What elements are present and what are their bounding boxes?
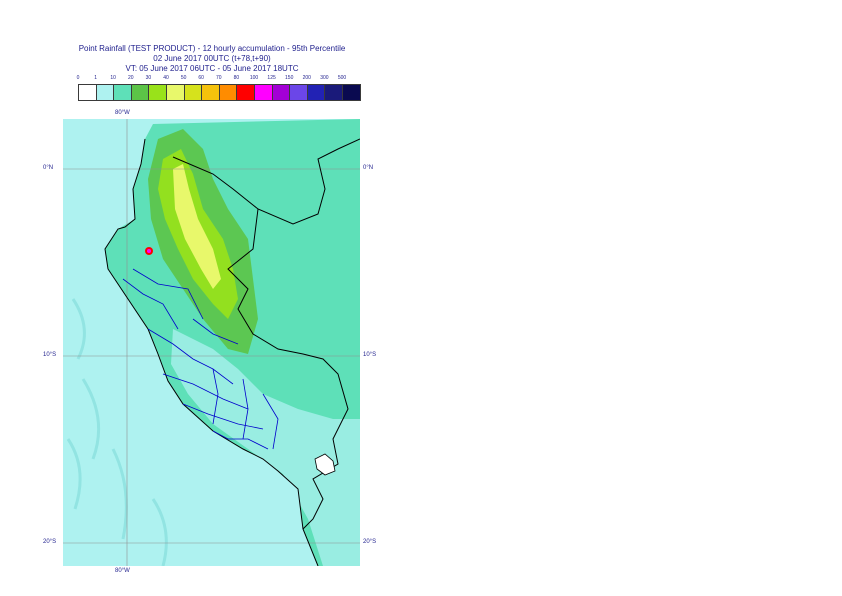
legend-swatch bbox=[254, 84, 273, 101]
lat-label-right-0: 0°N bbox=[363, 165, 374, 171]
legend-tick-label: 60 bbox=[198, 75, 204, 81]
rain-extreme-core bbox=[147, 249, 151, 253]
legend-swatch bbox=[183, 84, 203, 101]
legend-swatch bbox=[271, 84, 291, 101]
legend-tick-label: 200 bbox=[302, 75, 311, 81]
legend-tick-label: 50 bbox=[180, 75, 187, 81]
legend-swatch bbox=[236, 84, 255, 101]
lon-label-bottom: 80°W bbox=[115, 568, 130, 574]
map-title-line2: 02 June 2017 00UTC (t+78,t+90) bbox=[153, 54, 271, 63]
legend-swatch bbox=[78, 84, 97, 101]
lat-label-left-20: 20°S bbox=[43, 539, 57, 545]
legend-swatch bbox=[324, 84, 343, 101]
lat-label-left-10: 10°S bbox=[43, 352, 57, 358]
lake-titicaca bbox=[314, 453, 336, 476]
map-title-line3: VT: 05 June 2017 06UTC - 05 June 2017 18… bbox=[125, 64, 299, 73]
legend-tick-label: 80 bbox=[233, 75, 240, 81]
country-border-north bbox=[172, 138, 360, 225]
legend-swatch bbox=[148, 84, 167, 101]
legend-tick-label: 0 bbox=[76, 75, 80, 81]
legend-swatch bbox=[342, 84, 361, 101]
legend-tick-label: 10 bbox=[110, 75, 116, 81]
legend-tick-label: 125 bbox=[267, 75, 276, 81]
legend-swatch bbox=[289, 84, 308, 101]
legend-swatch bbox=[166, 84, 185, 101]
legend-swatch bbox=[130, 84, 150, 101]
legend-tick-label: 1 bbox=[94, 75, 97, 81]
legend-tick-label: 30 bbox=[145, 75, 152, 81]
legend-swatch bbox=[218, 84, 238, 101]
lat-label-right-10: 10°S bbox=[363, 352, 377, 358]
legend-swatch bbox=[306, 84, 326, 101]
lat-label-left-0: 0°N bbox=[43, 165, 54, 171]
rainfall-map: 80°W 80°W 0°N 10°S 20°S 0°N 10°S 20°S bbox=[43, 110, 376, 574]
country-border-east bbox=[227, 208, 349, 530]
coastline bbox=[104, 138, 319, 566]
legend-tick-label: 150 bbox=[285, 75, 294, 81]
land-coast-south bbox=[208, 431, 318, 566]
ocean-swells bbox=[66, 298, 168, 566]
legend-tick-label: 70 bbox=[216, 75, 222, 81]
legend-swatch bbox=[113, 84, 132, 101]
lon-label-top: 80°W bbox=[115, 110, 130, 116]
lat-label-right-20: 20°S bbox=[363, 539, 377, 545]
region-borders bbox=[122, 268, 279, 450]
legend-swatch bbox=[201, 84, 220, 101]
map-canvas bbox=[63, 119, 360, 566]
legend-tick-label: 20 bbox=[128, 75, 134, 81]
legend-tick-label: 500 bbox=[337, 75, 347, 81]
legend-tick-label: 40 bbox=[163, 75, 169, 81]
legend-swatch bbox=[95, 84, 115, 101]
legend-tick-label: 100 bbox=[249, 75, 259, 81]
legend-tick-label: 300 bbox=[320, 75, 329, 81]
map-title-line1: Point Rainfall (TEST PRODUCT) - 12 hourl… bbox=[78, 44, 346, 53]
rain-band-peak bbox=[173, 164, 221, 289]
